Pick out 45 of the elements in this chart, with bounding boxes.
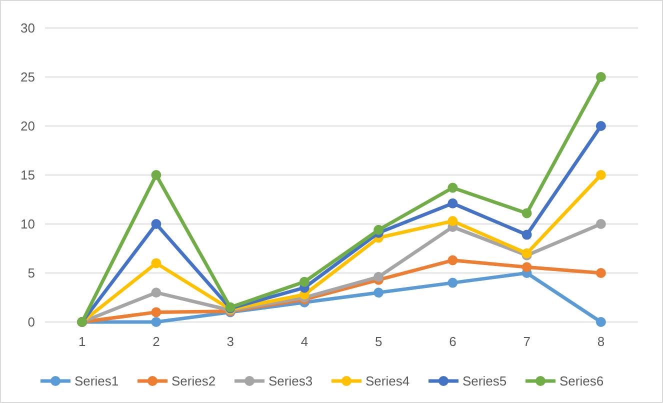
legend-label: Series3 [268, 374, 313, 389]
point [522, 208, 532, 218]
x-tick-label: 4 [300, 334, 308, 349]
point [448, 216, 458, 226]
y-tick-label: 30 [20, 20, 35, 36]
x-tick-label: 2 [152, 334, 160, 349]
legend-label: Series4 [366, 374, 410, 389]
point [374, 224, 384, 235]
point [522, 230, 532, 240]
point [299, 276, 310, 287]
legend-label: Series2 [172, 374, 216, 389]
x-tick-label: 7 [523, 334, 530, 349]
point [522, 262, 532, 272]
y-tick-label: 15 [20, 168, 35, 183]
point [448, 198, 458, 208]
point [151, 170, 162, 180]
x-tick-label: 5 [374, 334, 382, 349]
point [374, 288, 384, 298]
point [151, 219, 162, 229]
point [151, 258, 162, 268]
point [596, 268, 606, 278]
point [596, 72, 606, 82]
point [151, 288, 162, 298]
point [151, 317, 162, 327]
x-tick-label: 8 [597, 334, 605, 349]
y-tick-label: 0 [28, 314, 35, 330]
point [448, 278, 458, 288]
x-tick-label: 6 [449, 334, 456, 349]
legend-label: Series1 [74, 374, 119, 389]
point [374, 272, 384, 282]
x-tick-label: 3 [226, 334, 234, 349]
y-tick-label: 25 [20, 70, 35, 85]
point [448, 255, 458, 266]
point [448, 182, 458, 193]
y-tick-label: 20 [20, 118, 35, 134]
x-tick-label: 1 [78, 334, 86, 349]
point [596, 317, 606, 327]
legend-label: Series6 [560, 374, 604, 389]
point [596, 170, 606, 180]
y-tick-label: 10 [20, 216, 35, 232]
point [596, 219, 606, 229]
y-tick-label: 5 [28, 266, 35, 281]
legend-label: Series5 [462, 374, 507, 389]
point [596, 121, 606, 131]
point [151, 307, 162, 318]
